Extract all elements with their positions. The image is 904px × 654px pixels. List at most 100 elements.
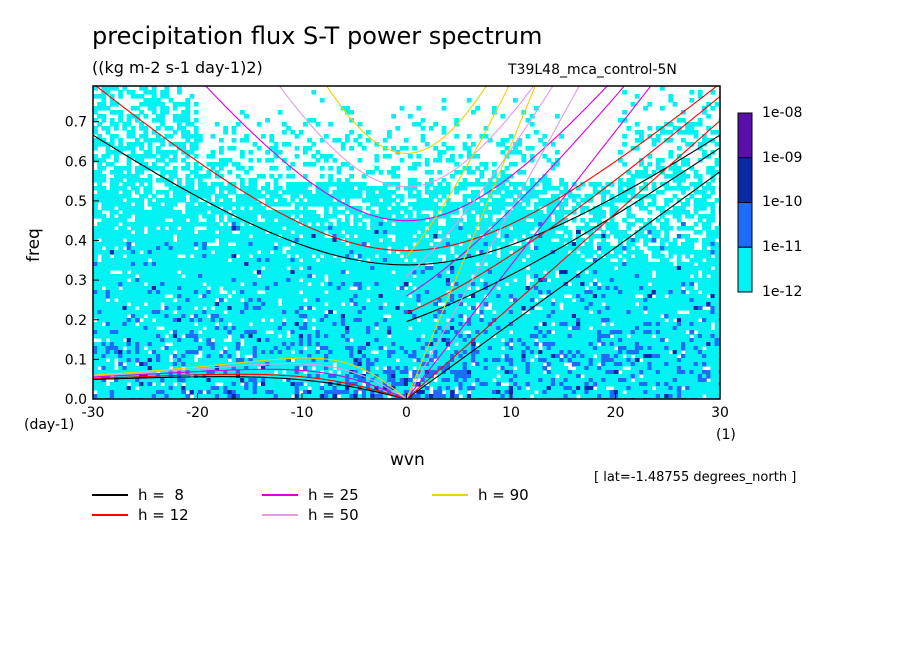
heatmap-cell (555, 234, 560, 239)
heatmap-cell (240, 318, 245, 323)
heatmap-cell (290, 270, 296, 275)
heatmap-cell (466, 146, 472, 151)
heatmap-cell (655, 230, 661, 235)
heatmap-cell (332, 238, 338, 243)
heatmap-cell (210, 302, 216, 307)
heatmap-cell (597, 310, 602, 315)
heatmap-cell (345, 286, 350, 291)
heatmap-cell (105, 318, 111, 323)
heatmap-cell (269, 198, 275, 203)
heatmap-cell (101, 102, 107, 107)
heatmap-cell (269, 254, 275, 259)
heatmap-cell (689, 98, 695, 103)
heatmap-cell (429, 170, 434, 175)
heatmap-cell (387, 294, 392, 299)
heatmap-cell (151, 166, 157, 171)
heatmap-cell (622, 274, 627, 279)
heatmap-cell (223, 302, 228, 307)
heatmap-cell (366, 238, 371, 243)
heatmap-cell (420, 286, 426, 291)
heatmap-cell (550, 142, 556, 147)
heatmap-cell (349, 182, 354, 187)
heatmap-cell (135, 114, 140, 119)
heatmap-cell (235, 314, 241, 319)
heatmap-cell (399, 222, 405, 227)
heatmap-cell (130, 310, 136, 315)
heatmap-cell (450, 154, 455, 159)
heatmap-cell (294, 134, 300, 139)
heatmap-cell (109, 186, 115, 191)
heatmap-cell (618, 190, 623, 195)
heatmap-cell (143, 286, 149, 291)
heatmap-cell (563, 258, 569, 263)
heatmap-cell (706, 286, 711, 291)
heatmap-cell (529, 146, 535, 151)
heatmap-cell (676, 210, 682, 215)
heatmap-cell (382, 214, 388, 219)
heatmap-cell (105, 206, 111, 211)
heatmap-cell (223, 318, 228, 323)
heatmap-cell (286, 318, 291, 323)
heatmap-cell (555, 294, 560, 299)
heatmap-cell (244, 230, 249, 235)
heatmap-cell (277, 262, 283, 267)
heatmap-cell (160, 118, 165, 123)
heatmap-cell (248, 290, 254, 295)
heatmap-cell (513, 230, 518, 235)
heatmap-cell (315, 182, 321, 187)
heatmap-cell (298, 218, 304, 223)
heatmap-cell (479, 302, 485, 307)
heatmap-cell (702, 154, 707, 159)
heatmap-cell (475, 178, 480, 183)
heatmap-cell (626, 234, 632, 239)
heatmap-cell (584, 298, 590, 303)
heatmap-cell (290, 290, 296, 295)
heatmap-cell (147, 182, 153, 187)
heatmap-cell (454, 190, 459, 195)
heatmap-cell (374, 278, 380, 283)
heatmap-cell (273, 282, 279, 287)
heatmap-cell (424, 270, 430, 275)
heatmap-cell (672, 246, 678, 251)
heatmap-cell (492, 198, 497, 203)
heatmap-cell (450, 202, 455, 207)
heatmap-cell (450, 238, 455, 243)
heatmap-cell (706, 166, 711, 171)
heatmap-cell (374, 250, 380, 255)
heatmap-cell (332, 230, 338, 235)
heatmap-cell (219, 234, 224, 239)
heatmap-cell (517, 190, 522, 195)
heatmap-cell (592, 266, 598, 271)
heatmap-cell (252, 226, 258, 231)
heatmap-cell (714, 162, 720, 167)
heatmap-cell (151, 298, 157, 303)
heatmap-cell (508, 162, 514, 167)
heatmap-cell (189, 134, 195, 139)
heatmap-cell (97, 318, 102, 323)
heatmap-cell (395, 210, 401, 215)
heatmap-cell (702, 310, 707, 315)
heatmap-cell (336, 166, 342, 171)
heatmap-cell (164, 254, 170, 259)
heatmap-cell (550, 194, 556, 199)
heatmap-cell (130, 178, 136, 183)
heatmap-cell (668, 266, 674, 271)
heatmap-cell (93, 290, 98, 295)
heatmap-cell (702, 110, 707, 115)
heatmap-cell (181, 226, 186, 231)
heatmap-cell (471, 250, 476, 255)
heatmap-cell (177, 298, 182, 303)
heatmap-cell (332, 278, 338, 283)
heatmap-cell (126, 294, 132, 299)
heatmap-cell (265, 306, 270, 311)
heatmap-cell (391, 318, 396, 323)
heatmap-cell (676, 262, 682, 267)
heatmap-cell (513, 206, 518, 211)
heatmap-cell (534, 250, 539, 255)
heatmap-cell (714, 198, 720, 203)
heatmap-cell (500, 290, 506, 295)
heatmap-cell (639, 202, 644, 207)
heatmap-cell (643, 226, 648, 231)
heatmap-cell (626, 298, 632, 303)
heatmap-cell (139, 282, 144, 287)
